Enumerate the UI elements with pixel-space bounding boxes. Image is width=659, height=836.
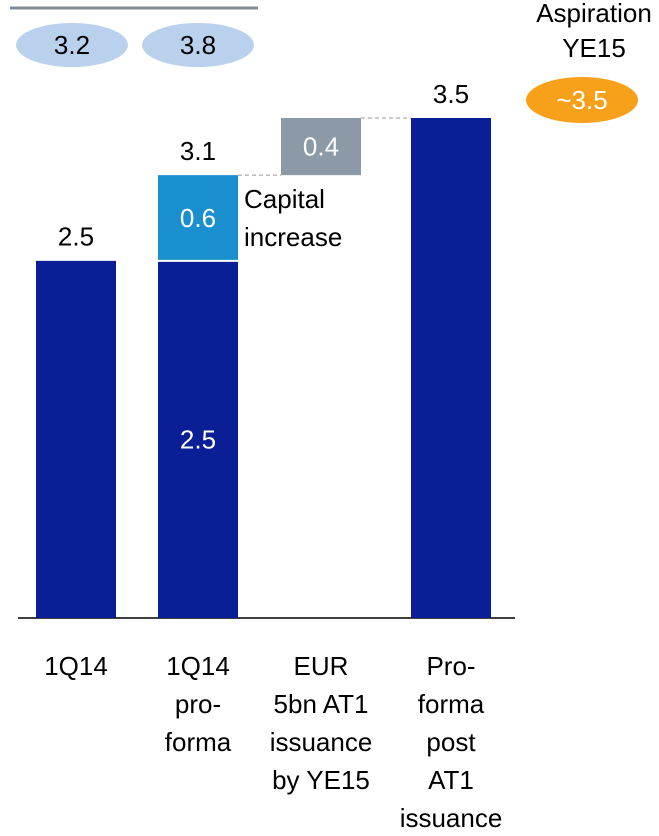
aspiration-value: ~3.5	[556, 85, 607, 115]
bar-segment	[411, 118, 491, 618]
badge	[142, 23, 254, 67]
bar-segment	[158, 260, 238, 618]
x-tick-label: 1Q14	[166, 651, 230, 681]
aspiration-title: YE15	[562, 33, 626, 63]
total-label: 3.1	[180, 136, 216, 166]
annotation: increase	[244, 222, 342, 252]
x-tick-label: forma	[418, 689, 485, 719]
badge	[16, 23, 128, 67]
x-tick-label: forma	[165, 727, 232, 757]
aspiration-badge	[526, 77, 638, 123]
annotation: Capital	[244, 184, 325, 214]
bar-segment	[158, 175, 238, 261]
badge-label: 3.8	[180, 30, 216, 60]
segment-label: 0.4	[303, 131, 339, 161]
segment-label: 2.5	[180, 424, 216, 454]
x-tick-label: by YE15	[272, 765, 370, 795]
badge-label: 3.2	[54, 30, 90, 60]
x-tick-label: post	[426, 727, 476, 757]
segment-label: 0.6	[180, 203, 216, 233]
x-tick-label: 1Q14	[44, 651, 108, 681]
x-tick-label: 5bn AT1	[274, 689, 369, 719]
x-tick-label: Pro-	[426, 651, 475, 681]
x-tick-label: issuance	[270, 727, 373, 757]
x-tick-label: AT1	[428, 765, 474, 795]
aspiration-title: Aspiration	[536, 0, 652, 28]
bar-segment	[281, 118, 361, 176]
bar-segment	[36, 260, 116, 618]
x-tick-label: pro-	[175, 689, 221, 719]
x-tick-label: issuance	[400, 803, 503, 833]
x-tick-label: EUR	[294, 651, 349, 681]
total-label: 2.5	[58, 222, 94, 252]
total-label: 3.5	[433, 79, 469, 109]
